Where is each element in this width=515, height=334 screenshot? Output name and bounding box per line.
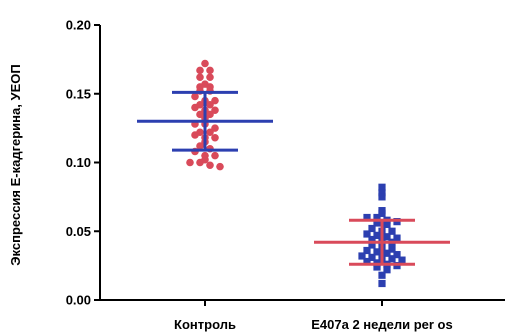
data-point bbox=[398, 256, 406, 264]
axes bbox=[99, 25, 505, 301]
data-point bbox=[206, 100, 214, 109]
data-point bbox=[363, 257, 371, 266]
data-point bbox=[201, 59, 209, 68]
data-point bbox=[378, 189, 386, 197]
data-point bbox=[363, 230, 371, 238]
data-point bbox=[191, 103, 199, 112]
data-point bbox=[363, 213, 371, 222]
data-point bbox=[373, 219, 381, 227]
data-point bbox=[206, 161, 214, 170]
data-point bbox=[393, 251, 401, 259]
data-point bbox=[383, 220, 391, 228]
x-category-label: E407a 2 недели per os bbox=[311, 317, 452, 332]
y-tick-label: 0.00 bbox=[66, 293, 91, 308]
x-category-label: Контроль bbox=[174, 317, 236, 332]
data-point bbox=[363, 246, 371, 255]
data-point bbox=[211, 106, 219, 115]
data-point bbox=[211, 133, 219, 142]
data-point bbox=[388, 245, 396, 253]
x-axis-labels: Контроль E407a 2 недели per os bbox=[174, 300, 453, 332]
data-point bbox=[373, 248, 381, 256]
y-tick-label: 0.20 bbox=[66, 18, 91, 33]
data-point bbox=[196, 142, 204, 150]
data-point bbox=[196, 66, 204, 75]
data-point bbox=[196, 73, 204, 82]
data-point bbox=[378, 193, 386, 201]
data-point bbox=[211, 124, 219, 132]
data-point bbox=[388, 255, 396, 263]
y-tick-label: 0.05 bbox=[66, 224, 91, 239]
data-point bbox=[196, 158, 204, 167]
data-point bbox=[383, 266, 391, 274]
data-point bbox=[211, 96, 219, 105]
data-point bbox=[378, 279, 386, 288]
data-point bbox=[206, 73, 214, 82]
data-point bbox=[358, 252, 366, 260]
data-point bbox=[368, 235, 376, 244]
data-point bbox=[368, 224, 376, 233]
data-point bbox=[206, 128, 214, 137]
data-point bbox=[211, 151, 219, 160]
data-point bbox=[368, 253, 376, 261]
data-point bbox=[206, 66, 214, 75]
y-axis-title: Экспрессия Е-кадгерина, УЕОП bbox=[8, 64, 23, 265]
data-point bbox=[378, 271, 386, 279]
data-point bbox=[368, 241, 376, 249]
data-point bbox=[186, 158, 194, 167]
data-point bbox=[191, 92, 199, 101]
data-point bbox=[196, 110, 204, 119]
data-point bbox=[388, 227, 396, 235]
data-point bbox=[191, 131, 199, 139]
y-tick-label: 0.10 bbox=[66, 155, 91, 170]
data-point bbox=[383, 233, 391, 241]
y-axis-ticks: 0.00 0.05 0.10 0.15 0.20 bbox=[66, 18, 100, 308]
data-point bbox=[378, 183, 386, 191]
data-point bbox=[373, 213, 381, 222]
data-point bbox=[378, 209, 386, 217]
data-point bbox=[206, 110, 214, 119]
mean-sd-bars bbox=[137, 90, 450, 266]
y-tick-label: 0.15 bbox=[66, 86, 91, 101]
data-point bbox=[373, 263, 381, 271]
data-point bbox=[383, 249, 391, 257]
data-point bbox=[393, 234, 401, 242]
data-point bbox=[373, 231, 381, 239]
data-point bbox=[216, 162, 224, 171]
